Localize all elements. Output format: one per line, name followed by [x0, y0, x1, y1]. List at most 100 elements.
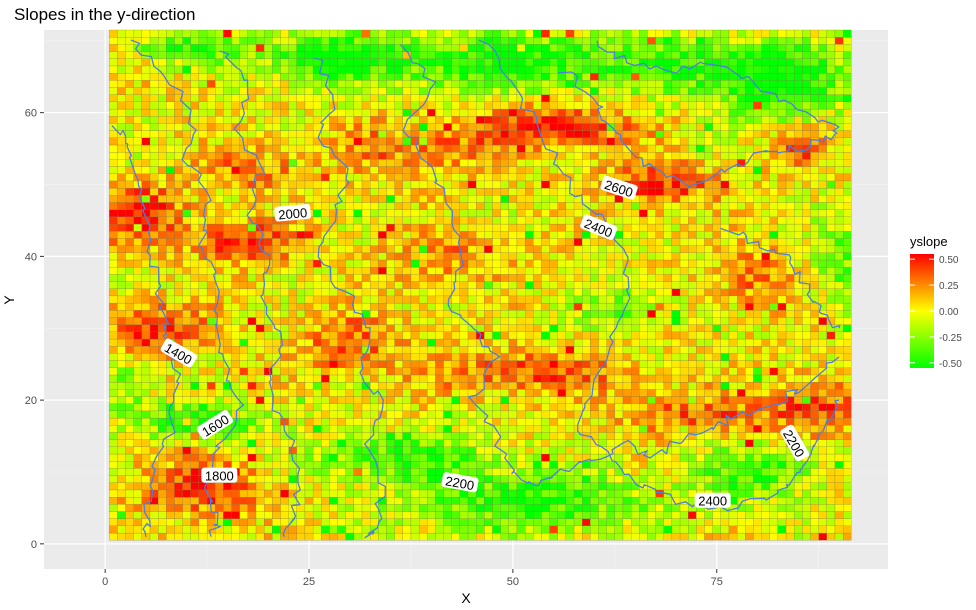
heatmap-cell — [476, 461, 485, 469]
heatmap-cell — [451, 144, 461, 153]
heatmap-cell — [802, 432, 811, 440]
heatmap-cell — [117, 389, 126, 397]
heatmap-cell — [631, 382, 640, 390]
heatmap-cell — [516, 267, 526, 275]
heatmap-cell — [533, 525, 542, 534]
heatmap-cell — [614, 396, 624, 404]
heatmap-cell — [247, 310, 257, 318]
heatmap-cell — [166, 274, 175, 282]
heatmap-cell — [353, 295, 363, 304]
heatmap-cell — [582, 159, 591, 167]
heatmap-cell — [206, 288, 216, 297]
heatmap-cell — [467, 144, 477, 153]
heatmap-cell — [720, 231, 730, 239]
heatmap-cell — [109, 295, 118, 304]
heatmap-cell — [549, 518, 558, 527]
heatmap-cell — [198, 446, 208, 455]
heatmap-cell — [663, 295, 673, 304]
heatmap-cell — [378, 317, 387, 325]
heatmap-cell — [206, 453, 216, 462]
heatmap-cell — [843, 489, 852, 498]
heatmap-cell — [688, 389, 697, 397]
heatmap-cell — [565, 453, 575, 462]
heatmap-cell — [737, 518, 746, 527]
heatmap-cell — [133, 360, 142, 368]
heatmap-cell — [810, 353, 819, 361]
heatmap-cell — [247, 410, 257, 419]
heatmap-cell — [402, 518, 412, 527]
heatmap-cell — [818, 346, 827, 354]
heatmap-cell — [215, 453, 224, 462]
heatmap-cell — [728, 425, 738, 433]
heatmap-cell — [272, 353, 281, 361]
heatmap-cell — [541, 338, 550, 347]
heatmap-cell — [777, 346, 787, 354]
heatmap-cell — [345, 317, 354, 325]
heatmap-cell — [312, 302, 322, 311]
heatmap-cell — [117, 310, 126, 318]
heatmap-cell — [427, 267, 436, 275]
heatmap-cell — [810, 274, 819, 282]
heatmap-cell — [565, 259, 575, 268]
heatmap-cell — [492, 302, 501, 311]
heatmap-cell — [631, 511, 640, 519]
heatmap-cell — [614, 504, 624, 512]
heatmap-cell — [704, 288, 713, 297]
heatmap-cell — [109, 195, 118, 203]
heatmap-cell — [516, 288, 526, 297]
heatmap-cell — [484, 374, 493, 383]
heatmap-cell — [206, 317, 216, 325]
heatmap-cell — [117, 453, 126, 462]
heatmap-cell — [728, 180, 738, 189]
heatmap-cell — [427, 504, 436, 512]
heatmap-cell — [117, 497, 126, 505]
heatmap-cell — [190, 295, 200, 304]
heatmap-cell — [565, 353, 575, 361]
heatmap-cell — [541, 223, 550, 232]
heatmap-cell — [272, 497, 281, 505]
heatmap-cell — [492, 518, 501, 527]
heatmap-cell — [696, 302, 705, 311]
heatmap-cell — [337, 231, 346, 239]
heatmap-cell — [125, 432, 134, 440]
heatmap-cell — [524, 367, 534, 376]
heatmap-cell — [492, 166, 501, 174]
heatmap-cell — [834, 497, 844, 505]
heatmap-cell — [418, 144, 428, 153]
heatmap-cell — [337, 274, 346, 282]
heatmap-cell — [500, 295, 509, 304]
heatmap-cell — [345, 374, 354, 383]
heatmap-cell — [671, 338, 681, 347]
heatmap-cell — [345, 532, 354, 541]
heatmap-cell — [655, 310, 664, 318]
heatmap-cell — [467, 382, 477, 390]
heatmap-cell — [565, 468, 575, 476]
heatmap-cell — [631, 295, 640, 304]
heatmap-cell — [769, 267, 779, 275]
heatmap-cell — [541, 195, 550, 203]
heatmap-cell — [524, 432, 534, 440]
heatmap-cell — [704, 317, 713, 325]
heatmap-cell — [394, 525, 403, 534]
heatmap-cell — [777, 353, 787, 361]
heatmap-cell — [582, 324, 591, 332]
heatmap-cell — [761, 468, 770, 476]
heatmap-cell — [753, 439, 762, 447]
heatmap-cell — [182, 267, 191, 275]
heatmap-cell — [712, 353, 721, 361]
heatmap-cell — [655, 410, 664, 419]
heatmap-cell — [549, 259, 558, 268]
heatmap-cell — [353, 489, 363, 498]
heatmap-cell — [794, 231, 803, 239]
heatmap-cell — [402, 331, 412, 340]
heatmap-cell — [516, 338, 526, 347]
heatmap-cell — [622, 159, 632, 167]
heatmap-cell — [516, 353, 526, 361]
heatmap-cell — [280, 382, 289, 390]
heatmap-cell — [843, 231, 852, 239]
heatmap-cell — [125, 468, 134, 476]
heatmap-cell — [631, 453, 640, 462]
heatmap-cell — [541, 324, 550, 332]
heatmap-cell — [655, 497, 664, 505]
heatmap-cell — [296, 267, 306, 275]
